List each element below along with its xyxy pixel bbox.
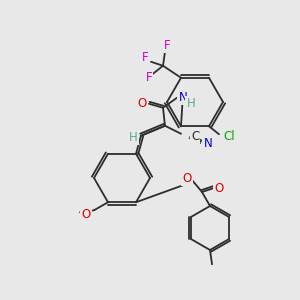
Text: N: N bbox=[178, 91, 188, 104]
Text: O: O bbox=[214, 182, 224, 194]
Text: N: N bbox=[204, 137, 212, 150]
Text: F: F bbox=[142, 51, 148, 64]
Text: Cl: Cl bbox=[223, 130, 235, 143]
Text: F: F bbox=[164, 39, 170, 52]
Text: O: O bbox=[137, 97, 147, 110]
Text: O: O bbox=[81, 208, 91, 221]
Text: H: H bbox=[129, 131, 137, 144]
Text: O: O bbox=[182, 172, 192, 184]
Text: C: C bbox=[191, 130, 199, 143]
Text: F: F bbox=[146, 71, 152, 84]
Text: H: H bbox=[187, 97, 195, 110]
